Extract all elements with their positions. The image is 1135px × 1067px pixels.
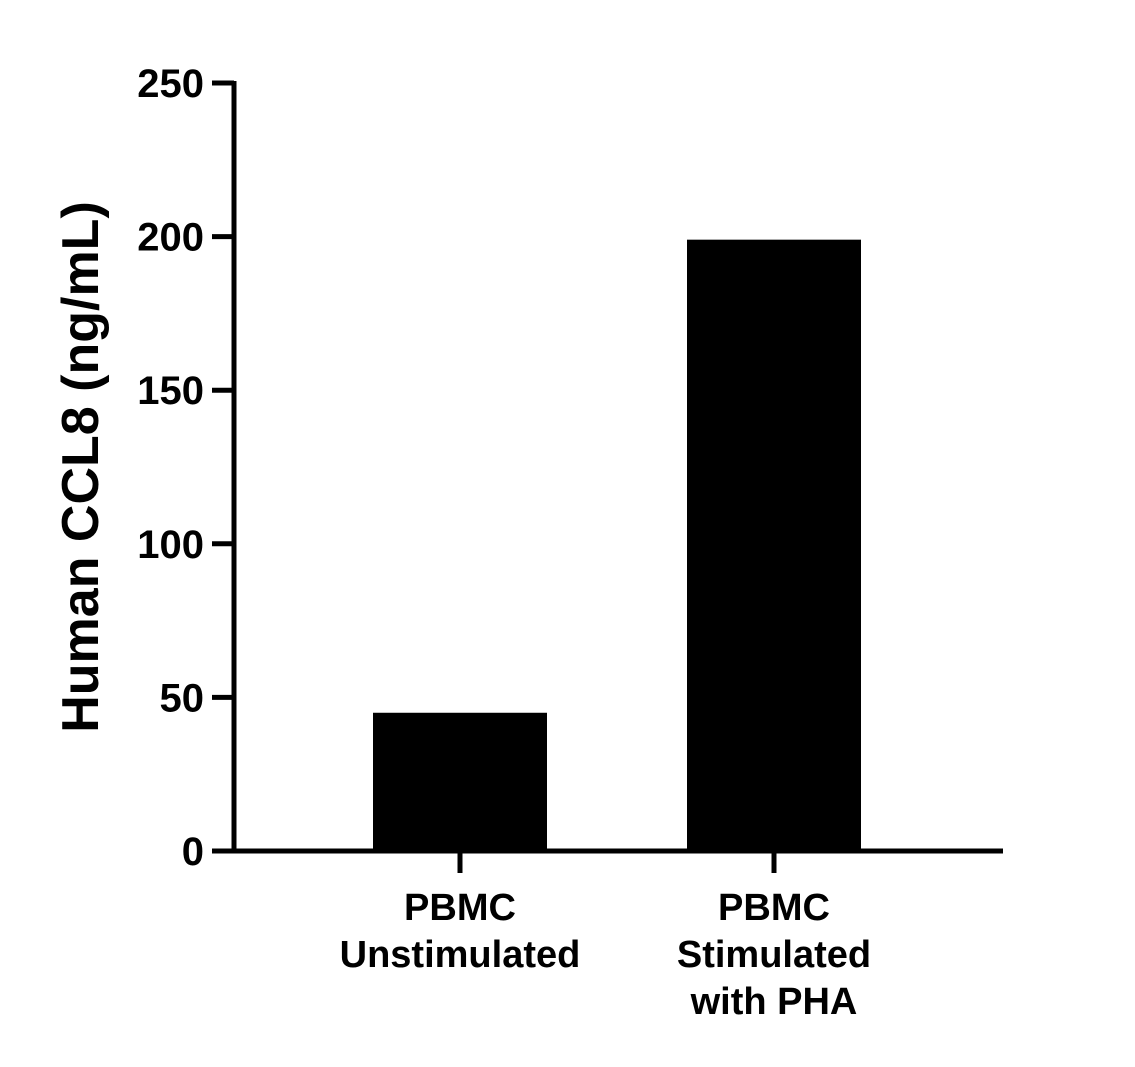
x-tick-label-1-line-2: Unstimulated	[340, 934, 581, 976]
y-tick-label-200: 200	[137, 216, 204, 260]
bar-1	[373, 712, 547, 851]
bars-layer	[373, 239, 861, 851]
y-tick-label-250: 250	[137, 62, 204, 106]
y-ticks-layer: 0 50 100 150 200 250	[137, 62, 234, 874]
x-tick-label-2-line-2: Stimulated	[677, 934, 871, 976]
y-tick-label-0: 0	[182, 830, 204, 874]
y-tick-label-150: 150	[137, 369, 204, 413]
y-axis-title: Human CCL8 (ng/mL)	[52, 201, 110, 733]
x-tick-label-1-line-1: PBMC	[404, 887, 516, 929]
bar-2	[687, 239, 861, 851]
x-tick-label-2-line-3: with PHA	[690, 981, 858, 1023]
axes-layer	[231, 81, 1003, 854]
y-tick-label-50: 50	[160, 676, 205, 720]
x-ticks-layer: PBMC Unstimulated PBMC Stimulated with PHA	[340, 851, 871, 1023]
x-tick-label-2-line-1: PBMC	[718, 887, 830, 929]
y-tick-label-100: 100	[137, 523, 204, 567]
